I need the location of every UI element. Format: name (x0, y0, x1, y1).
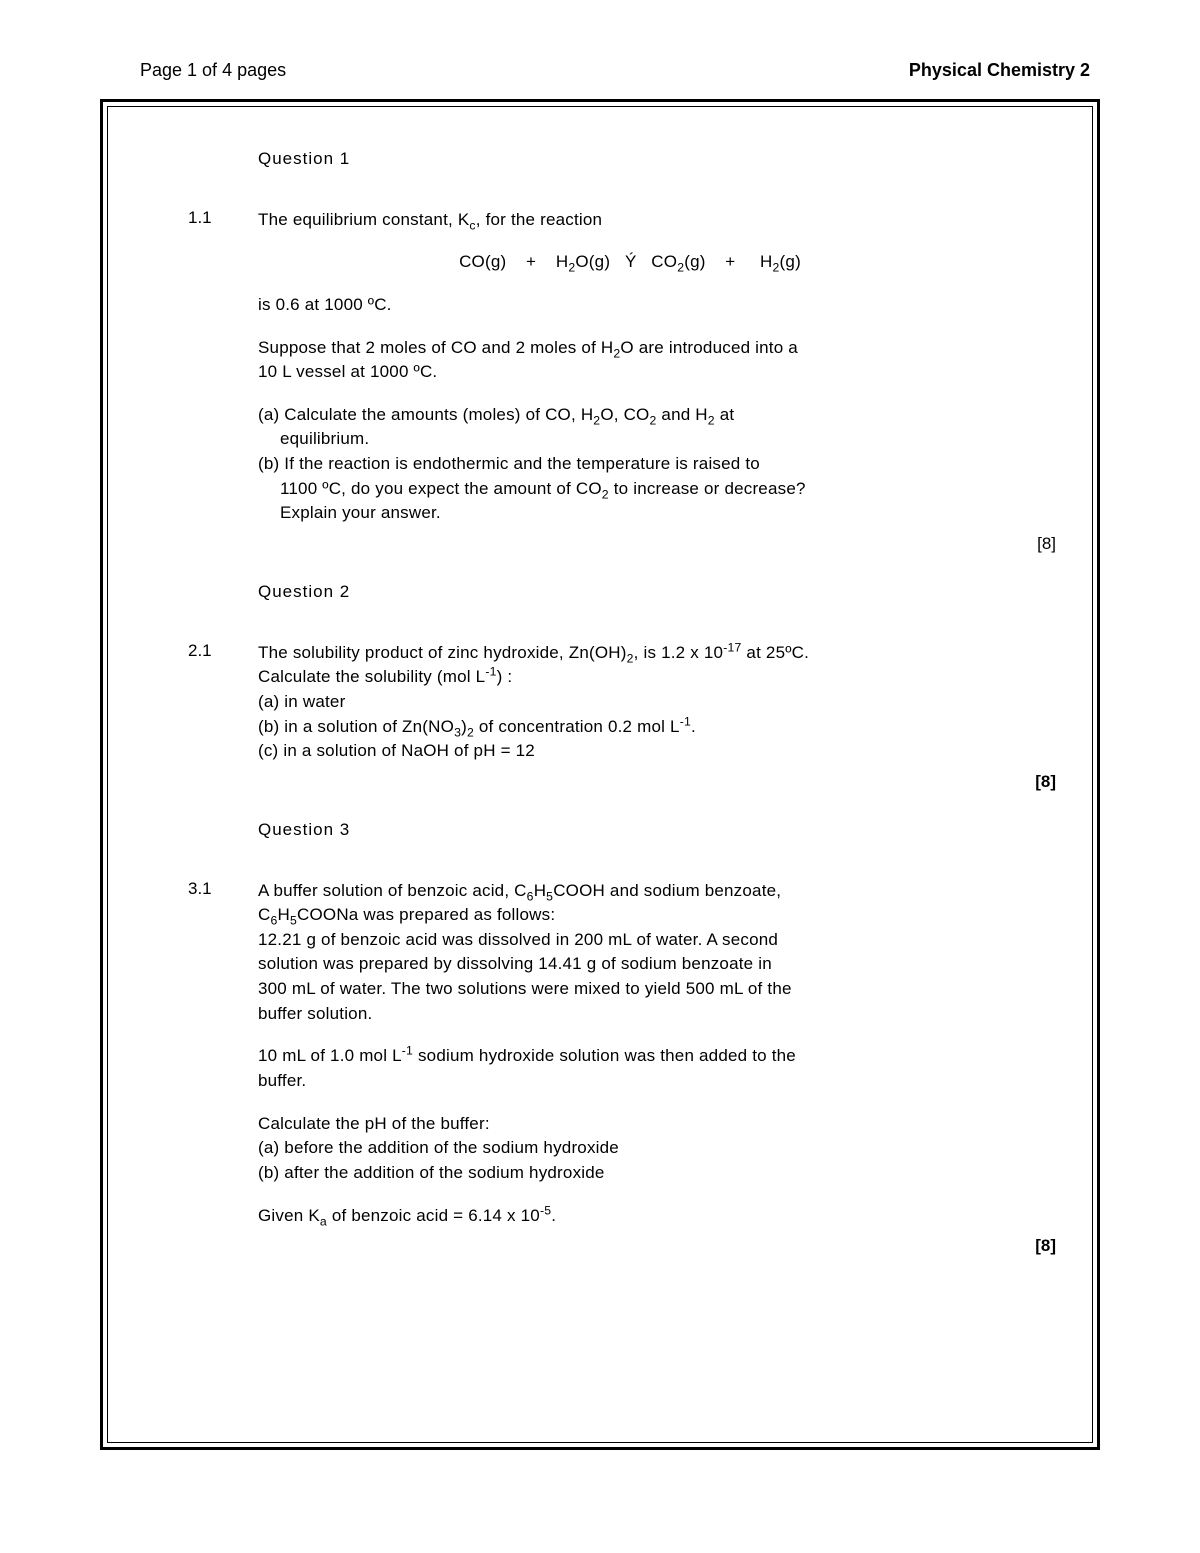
question-1-marks: [8] (138, 534, 1062, 554)
question-2-marks: [8] (138, 772, 1062, 792)
question-3-body: A buffer solution of benzoic acid, C6H5C… (258, 879, 1062, 1229)
question-2-body: The solubility product of zinc hydroxide… (258, 641, 1062, 764)
question-2-number: 2.1 (138, 641, 258, 661)
page-header: Page 1 of 4 pages Physical Chemistry 2 (100, 60, 1100, 81)
question-1-body: The equilibrium constant, Kc, for the re… (258, 208, 1062, 526)
equation: CO(g) + H2O(g) Ý CO2(g) + H2(g) (198, 250, 1062, 275)
question-3-title: Question 3 (258, 818, 1062, 843)
question-3-number: 3.1 (138, 879, 258, 899)
page-indicator: Page 1 of 4 pages (140, 60, 286, 81)
frame-inner: Question 1 1.1 The equilibrium constant,… (107, 106, 1093, 1443)
question-3-marks: [8] (138, 1236, 1062, 1256)
exam-page: Page 1 of 4 pages Physical Chemistry 2 Q… (0, 0, 1200, 1530)
question-1-title: Question 1 (258, 147, 1062, 172)
frame-outer: Question 1 1.1 The equilibrium constant,… (100, 99, 1100, 1450)
question-1-number: 1.1 (138, 208, 258, 228)
question-2-title: Question 2 (258, 580, 1062, 605)
course-title: Physical Chemistry 2 (909, 60, 1090, 81)
